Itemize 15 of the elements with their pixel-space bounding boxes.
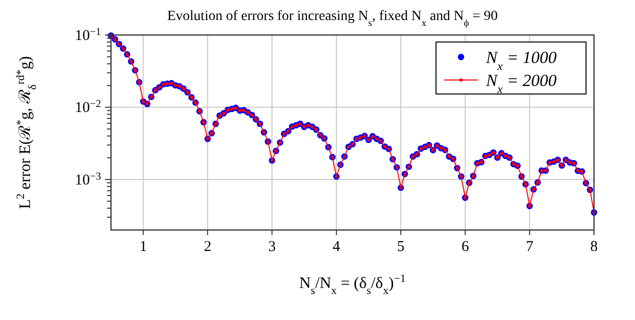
x-tick-label: 4 <box>332 239 341 255</box>
x-tick-label: 5 <box>397 239 405 255</box>
y-tick-label: 10$^{−1}$ <box>74 26 101 44</box>
legend-label: N$_{x}$ = 1000 <box>485 48 558 73</box>
x-tick-label: 7 <box>526 239 534 255</box>
y-tick-label: 10$^{−3}$ <box>74 171 101 188</box>
chart-title: Evolution of errors for increasing N$_{s}$, fixed N$_{x}$ and N$_{ϕ}$ = 90 <box>167 9 498 28</box>
x-tick-label: 1 <box>139 239 147 255</box>
text: N$_{s}$/N$_{x}$ = (δ$_{s}$/δ$_{x}$)$^{−1}$ <box>299 273 406 297</box>
legend-label: N$_{x}$ = 2000 <box>485 71 558 96</box>
y-tick-label: 10$^{−2}$ <box>74 98 101 116</box>
x-tick-label: 2 <box>204 239 212 255</box>
x-tick-label: 6 <box>461 239 470 255</box>
x-tick-label: 8 <box>590 239 598 255</box>
x-tick-label: 3 <box>268 239 276 255</box>
